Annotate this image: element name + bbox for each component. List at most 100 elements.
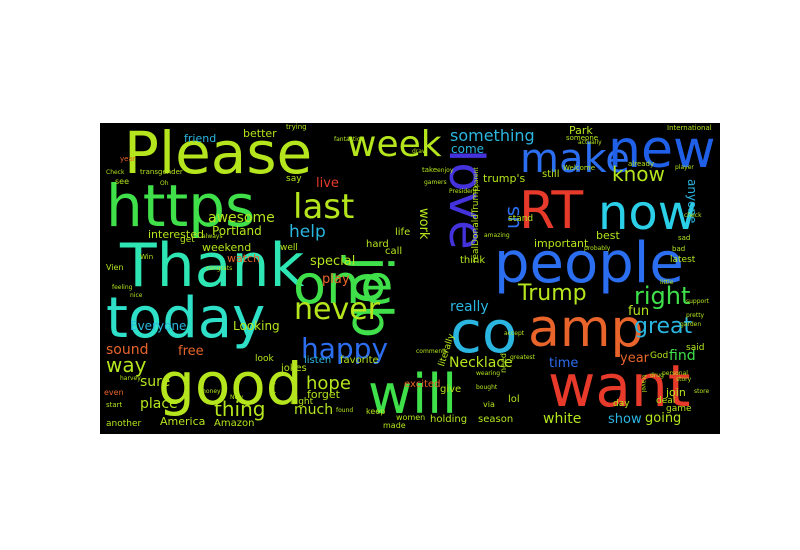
cloud-word: day (613, 399, 630, 409)
cloud-word: amp (528, 299, 644, 359)
cloud-word: harvey (120, 375, 141, 382)
cloud-word: accept (504, 330, 525, 337)
cloud-word: call (385, 246, 403, 257)
cloud-word: best (596, 229, 620, 242)
cloud-word: special (310, 254, 356, 269)
cloud-word: sure (140, 374, 171, 390)
cloud-word: right (634, 282, 691, 310)
cloud-word: comments (416, 348, 448, 355)
cloud-word: bought (476, 384, 498, 391)
cloud-word: take (422, 166, 438, 174)
cloud-word: one (293, 253, 394, 316)
cloud-word: excited (404, 379, 441, 390)
cloud-word: holding (430, 414, 468, 425)
cloud-word: start (106, 401, 123, 409)
cloud-word: trying (286, 123, 307, 131)
cloud-word: bad (672, 245, 686, 253)
cloud-word: live (316, 176, 339, 191)
cloud-word: Welcome (563, 164, 596, 172)
cloud-word: people (494, 231, 684, 296)
cloud-word: Oh (160, 180, 169, 187)
cloud-word: play (322, 272, 350, 287)
cloud-word: game (666, 404, 692, 414)
cloud-word: life (395, 227, 411, 238)
cloud-word: know (612, 162, 665, 186)
cloud-word: God (650, 351, 669, 361)
cloud-word: place (140, 396, 178, 412)
cloud-word: watch (227, 252, 261, 265)
cloud-word: night (290, 397, 314, 407)
cloud-word: latest (670, 255, 696, 265)
cloud-word: awesome (208, 210, 275, 226)
cloud-word: free (178, 344, 204, 359)
cloud-word: today (106, 286, 266, 351)
cloud-word: hard (366, 239, 389, 250)
cloud-word: never (294, 292, 381, 327)
cloud-word: keep (366, 407, 386, 416)
cloud-word: happy (301, 332, 389, 365)
cloud-word: give (440, 384, 462, 395)
cloud-word: Amazon (214, 418, 255, 429)
cloud-word: week (347, 124, 442, 165)
cloud-word: parent (473, 167, 480, 187)
cloud-word: sound (106, 342, 149, 358)
cloud-word: thing (214, 397, 266, 421)
cloud-word: International (667, 124, 712, 132)
cloud-word: season (478, 414, 514, 425)
cloud-word: interested (148, 228, 204, 241)
cloud-word: stand (508, 214, 534, 224)
cloud-word: probably (584, 245, 611, 252)
cloud-word: travel (640, 375, 647, 393)
cloud-word: Thank (120, 231, 305, 301)
cloud-word: listen (304, 355, 332, 366)
cloud-word: now (598, 185, 698, 241)
cloud-word: Trump (518, 281, 587, 306)
cloud-word: said (686, 343, 705, 353)
cloud-word: someone (566, 134, 599, 142)
cloud-word: great (634, 314, 693, 339)
cloud-word: hope (306, 373, 351, 394)
cloud-word: player (675, 164, 694, 171)
cloud-word: favorite (340, 355, 379, 366)
cloud-word: well (280, 243, 298, 253)
cloud-word: think (460, 255, 486, 266)
cloud-word: via (483, 400, 495, 409)
cloud-word: congrats (206, 265, 233, 272)
cloud-word: story (676, 376, 692, 383)
cloud-word: Everyone (130, 319, 187, 333)
cloud-word: Looking (233, 319, 280, 333)
cloud-word: come (451, 142, 485, 156)
cloud-word: little (660, 279, 674, 286)
cloud-word: friend (184, 132, 217, 145)
cloud-word: truly (269, 383, 276, 397)
cloud-word: last (293, 187, 355, 227)
cloud-word: forget (307, 388, 340, 401)
cloud-word: Please (124, 123, 313, 187)
cloud-word: still (542, 169, 560, 180)
cloud-word: store (694, 388, 710, 395)
cloud-word: Now (230, 394, 244, 401)
cloud-word: co (450, 298, 518, 366)
cloud-word: found (336, 407, 354, 414)
cloud-word: RT (519, 181, 584, 241)
cloud-word: actually (578, 139, 602, 146)
cloud-word: made (383, 421, 406, 430)
cloud-word: Park (569, 124, 593, 137)
cloud-word: white (543, 411, 582, 427)
cloud-word: always (202, 233, 223, 240)
cloud-word: find (669, 348, 696, 364)
cloud-word: already (628, 160, 655, 168)
cloud-word: year (120, 155, 136, 163)
cloud-word: https (106, 172, 256, 240)
cloud-word: enjoy (437, 167, 454, 174)
cloud-word: look (255, 354, 274, 364)
cloud-word: new (608, 123, 716, 180)
cloud-word: drug (650, 372, 664, 379)
cloud-word: pretty (686, 312, 705, 319)
cloud-word: gamers (424, 179, 447, 186)
cloud-word: even (104, 388, 124, 397)
cloud-word: get (180, 235, 195, 245)
cloud-word: check (684, 212, 702, 219)
cloud-word: lol (508, 394, 520, 405)
cloud-word: amazing (484, 232, 510, 239)
